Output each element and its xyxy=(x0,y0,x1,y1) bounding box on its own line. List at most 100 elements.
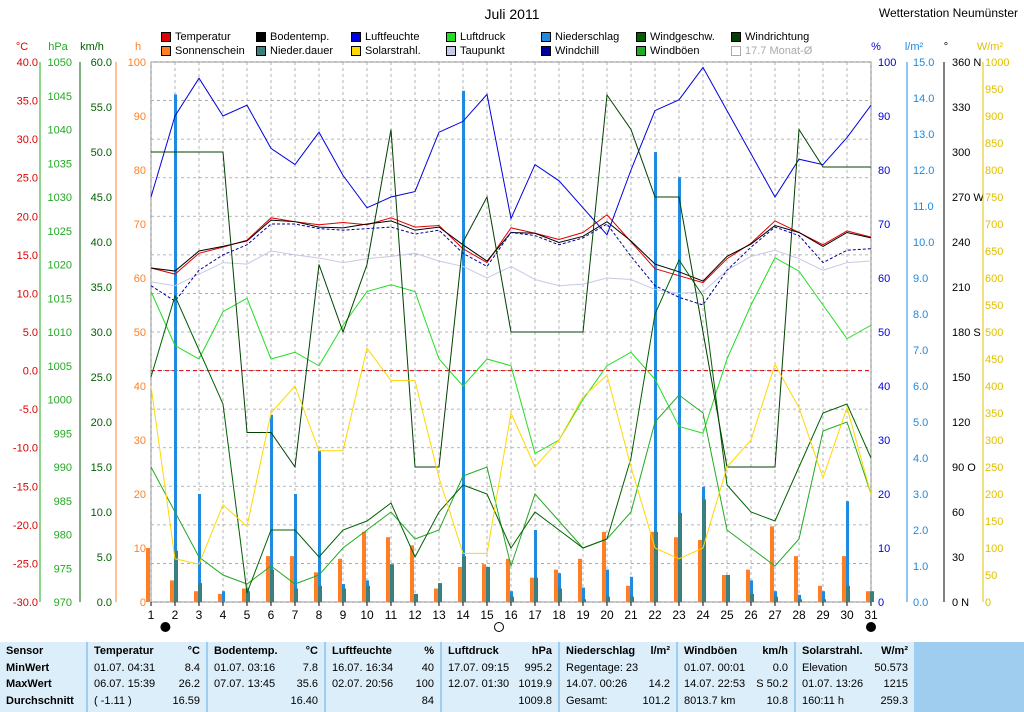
tick-label-solar: 950 xyxy=(985,84,1003,96)
bar-sonnenschein xyxy=(362,531,366,602)
stats-niederschlag: Niederschlag l/m² Regentage: 23 14.07. 00… xyxy=(558,642,676,712)
tick-label-direction: 360 N xyxy=(952,57,981,69)
legend-item-niederschlag[interactable]: Niederschlag xyxy=(541,31,619,43)
bar-niederschlag xyxy=(582,587,585,602)
tick-label-humidity: 100 xyxy=(878,57,896,69)
tick-label-temp: 25.0 xyxy=(17,173,38,185)
tick-label-solar: 500 xyxy=(985,327,1003,339)
tick-label-hours: 100 xyxy=(128,57,146,69)
stats-unit: °C xyxy=(187,645,200,657)
legend-swatch xyxy=(446,46,456,56)
tick-label-day: 24 xyxy=(696,608,710,622)
tick-label-temp: -20.0 xyxy=(13,520,38,532)
bar-niederdauer xyxy=(822,599,826,602)
bar-niederdauer xyxy=(726,575,730,602)
bar-niederschlag xyxy=(534,530,537,602)
stats-unit: % xyxy=(424,645,434,657)
sensor-max: MaxWert xyxy=(6,678,52,690)
tick-label-precip: 10.0 xyxy=(913,237,934,249)
legend-label: Windrichtung xyxy=(745,31,810,43)
tick-label-pressure: 1000 xyxy=(48,395,72,407)
tick-label-wind: 15.0 xyxy=(91,462,112,474)
legend-label: 17.7 Monat-Ø xyxy=(745,45,813,57)
bar-sonnenschein xyxy=(194,591,198,602)
legend-label: Luftdruck xyxy=(460,31,506,43)
tick-label-hours: 10 xyxy=(134,543,146,555)
legend-item-windchill[interactable]: Windchill xyxy=(541,45,599,57)
tick-label-temp: -5.0 xyxy=(19,404,38,416)
legend-item-windrichtung[interactable]: Windrichtung xyxy=(731,31,809,43)
tick-label-solar: 450 xyxy=(985,354,1003,366)
legend-item-windgeschw[interactable]: Windgeschw. xyxy=(636,31,715,43)
tick-label-humidity: 80 xyxy=(878,165,890,177)
legend-item-niederdauer[interactable]: Nieder.dauer xyxy=(256,45,333,57)
tick-label-pressure: 1035 xyxy=(48,158,72,170)
legend-item-bodentemp[interactable]: Bodentemp. xyxy=(256,31,329,43)
bar-niederschlag xyxy=(798,594,801,602)
stats-value: 100 xyxy=(415,678,434,690)
legend-item-sonnenschein[interactable]: Sonnenschein xyxy=(161,45,245,57)
legend-item-monat-avg[interactable]: 17.7 Monat-Ø xyxy=(731,45,812,57)
tick-label-day: 4 xyxy=(220,608,227,622)
stats-value: 0.0 xyxy=(772,661,788,674)
bar-sonnenschein xyxy=(290,556,294,602)
legend-swatch xyxy=(541,46,551,56)
tick-label-hours: 70 xyxy=(134,219,146,231)
bar-niederschlag xyxy=(750,580,753,602)
tick-label-precip: 0.0 xyxy=(913,597,928,609)
legend-item-luftdruck[interactable]: Luftdruck xyxy=(446,31,505,43)
tick-label-day: 16 xyxy=(504,608,518,622)
bar-sonnenschein xyxy=(146,548,150,602)
tick-label-precip: 8.0 xyxy=(913,309,928,321)
legend-label: Sonnenschein xyxy=(175,45,245,57)
tick-label-temp: -15.0 xyxy=(13,481,38,493)
tick-label-precip: 7.0 xyxy=(913,345,928,357)
bar-niederdauer xyxy=(750,593,754,602)
bar-niederdauer xyxy=(558,588,562,602)
tick-label-precip: 5.0 xyxy=(913,417,928,429)
tick-label-precip: 6.0 xyxy=(913,381,928,393)
stats-time: 14.07. 00:26 xyxy=(566,678,628,690)
stats-value: 26.2 xyxy=(178,678,200,690)
legend-label: Luftfeuchte xyxy=(365,31,420,43)
stats-time: 14.07. 22:53 xyxy=(684,678,746,690)
tick-label-solar: 750 xyxy=(985,192,1003,204)
legend-item-solarstrahl[interactable]: Solarstrahl. xyxy=(351,45,421,57)
tick-label-solar: 150 xyxy=(985,516,1003,528)
tick-label-hours: 90 xyxy=(134,111,146,123)
legend-item-luftfeuchte[interactable]: Luftfeuchte xyxy=(351,31,419,43)
series-line-windgeschw xyxy=(150,258,872,594)
new-moon-icon xyxy=(866,622,876,632)
bar-sonnenschein xyxy=(314,572,318,602)
legend-label: Bodentemp. xyxy=(270,31,330,43)
stats-temperatur: Temperatur °C 01.07. 04:31 8.4 06.07. 15:3… xyxy=(86,642,206,712)
tick-label-direction: 120 xyxy=(952,417,970,429)
tick-label-precip: 13.0 xyxy=(913,129,934,141)
tick-label-direction: 180 S xyxy=(952,327,981,339)
tick-label-day: 25 xyxy=(720,608,734,622)
stats-time: 01.07. 03:16 xyxy=(214,661,276,674)
legend-item-windboeen[interactable]: Windböen xyxy=(636,45,700,57)
tick-label-day: 26 xyxy=(744,608,758,622)
tick-label-humidity: 30 xyxy=(878,435,890,447)
bar-sonnenschein xyxy=(794,556,798,602)
legend-item-temperatur[interactable]: Temperatur xyxy=(161,31,231,43)
bar-sonnenschein xyxy=(698,539,702,602)
legend: Temperatur Bodentemp. Luftfeuchte Luftdr… xyxy=(161,31,841,59)
bar-sonnenschein xyxy=(410,545,414,602)
tick-label-hours: 30 xyxy=(134,435,146,447)
stats-value: 16.40 xyxy=(290,694,318,707)
tick-label-solar: 900 xyxy=(985,111,1003,123)
tick-label-pressure: 1010 xyxy=(48,327,72,339)
stats-time: 07.07. 13:45 xyxy=(214,678,276,690)
tick-label-day: 30 xyxy=(840,608,854,622)
tick-label-day: 17 xyxy=(528,608,542,622)
legend-item-taupunkt[interactable]: Taupunkt xyxy=(446,45,505,57)
stats-title: Bodentemp. xyxy=(214,645,278,657)
stats-value: 1215 xyxy=(883,678,908,690)
tick-label-day: 15 xyxy=(480,608,494,622)
stats-unit: °C xyxy=(305,645,318,657)
stats-time: 01.07. 13:26 xyxy=(802,678,864,690)
stats-value: 16.59 xyxy=(172,694,200,707)
stats-value: 14.2 xyxy=(648,678,670,690)
